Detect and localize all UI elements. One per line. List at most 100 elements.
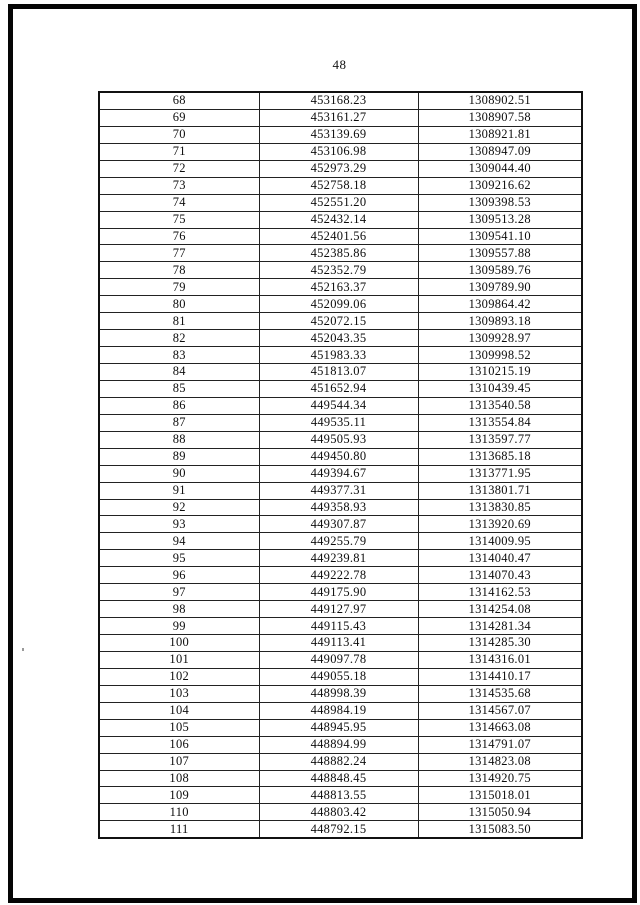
table-cell: 1309398.53	[417, 193, 583, 212]
table-row: 81 452072.15 1309893.18	[98, 312, 583, 331]
table-cell: 1313597.77	[417, 430, 583, 449]
table-cell: 452352.79	[258, 261, 419, 280]
table-cell: 448984.19	[258, 701, 419, 720]
table-cell: 68	[98, 91, 260, 110]
table-cell: 1309998.52	[417, 346, 583, 364]
table-cell: 70	[98, 125, 260, 144]
table-row: 102 449055.18 1314410.17	[98, 667, 583, 686]
table-cell: 449358.93	[258, 498, 419, 517]
table-cell: 94	[98, 532, 260, 551]
table-row: 87 449535.11 1313554.84	[98, 413, 583, 432]
table-cell: 95	[98, 549, 260, 568]
table-row: 77 452385.86 1309557.88	[98, 244, 583, 263]
table-cell: 1313685.18	[417, 447, 583, 466]
table-cell: 1309864.42	[417, 295, 583, 314]
table-cell: 79	[98, 278, 260, 297]
table-cell: 82	[98, 329, 260, 348]
table-cell: 91	[98, 481, 260, 500]
table-cell: 101	[98, 650, 260, 669]
table-cell: 90	[98, 464, 260, 483]
table-row: 69 453161.27 1308907.58	[98, 108, 583, 127]
table-row: 82 452043.35 1309928.97	[98, 329, 583, 348]
table-cell: 1308921.81	[417, 125, 583, 144]
table-cell: 1315018.01	[417, 786, 583, 805]
table-row: 83 451983.33 1309998.52	[98, 346, 583, 364]
table-cell: 452043.35	[258, 329, 419, 348]
table-cell: 453168.23	[258, 91, 419, 110]
page-number: 48	[332, 57, 347, 72]
table-row: 73 452758.18 1309216.62	[98, 176, 583, 195]
table-cell: 449222.78	[258, 566, 419, 585]
table-cell: 1313771.95	[417, 464, 583, 483]
table-row: 75 452432.14 1309513.28	[98, 210, 583, 229]
coordinates-table: 68 453168.23 1308902.51 69 453161.27 1308907.…	[98, 91, 583, 840]
table-cell: 85	[98, 379, 260, 398]
table-cell: 88	[98, 430, 260, 449]
table-cell: 98	[98, 600, 260, 619]
table-cell: 69	[98, 108, 260, 127]
table-cell: 1313540.58	[417, 396, 583, 415]
table-cell: 1313920.69	[417, 515, 583, 534]
table-cell: 1314823.08	[417, 752, 583, 771]
table-cell: 108	[98, 769, 260, 788]
table-cell: 448945.95	[258, 718, 419, 737]
table-cell: 105	[98, 718, 260, 737]
table-row: 106 448894.99 1314791.07	[98, 735, 583, 754]
table-row: 108 448848.45 1314920.75	[98, 769, 583, 788]
table-cell: 452551.20	[258, 193, 419, 212]
table-row: 93 449307.87 1313920.69	[98, 515, 583, 534]
table-cell: 103	[98, 684, 260, 703]
table-cell: 449535.11	[258, 413, 419, 432]
table-cell: 1309044.40	[417, 159, 583, 178]
table-cell: 1309216.62	[417, 176, 583, 195]
table-cell: 451652.94	[258, 379, 419, 398]
table-row: 90 449394.67 1313771.95	[98, 464, 583, 483]
table-cell: 1314070.43	[417, 566, 583, 585]
table-row: 110 448803.42 1315050.94	[98, 803, 583, 822]
table-cell: 71	[98, 142, 260, 161]
table-cell: 104	[98, 701, 260, 720]
table-row: 84 451813.07 1310215.19	[98, 363, 583, 381]
table-cell: 1309589.76	[417, 261, 583, 280]
table-cell: 100	[98, 634, 260, 652]
table-row: 105 448945.95 1314663.08	[98, 718, 583, 737]
table-row: 80 452099.06 1309864.42	[98, 295, 583, 314]
table-cell: 453139.69	[258, 125, 419, 144]
table-cell: 1313554.84	[417, 413, 583, 432]
table-row: 86 449544.34 1313540.58	[98, 396, 583, 415]
table-cell: 84	[98, 363, 260, 381]
table-cell: 449377.31	[258, 481, 419, 500]
table-cell: 1309557.88	[417, 244, 583, 263]
table-cell: 452385.86	[258, 244, 419, 263]
table-row: 71 453106.98 1308947.09	[98, 142, 583, 161]
table-cell: 1310439.45	[417, 379, 583, 398]
table-cell: 1314009.95	[417, 532, 583, 551]
table-cell: 448998.39	[258, 684, 419, 703]
table-cell: 76	[98, 227, 260, 246]
table-cell: 451983.33	[258, 346, 419, 364]
table-cell: 449055.18	[258, 667, 419, 686]
table-cell: 453106.98	[258, 142, 419, 161]
table-cell: 1314567.07	[417, 701, 583, 720]
table-cell: 452432.14	[258, 210, 419, 229]
table-cell: 1314920.75	[417, 769, 583, 788]
table-cell: 1314162.53	[417, 583, 583, 602]
table-row: 68 453168.23 1308902.51	[98, 91, 583, 110]
table-cell: 449113.41	[258, 634, 419, 652]
table-cell: 448882.24	[258, 752, 419, 771]
table-cell: 452163.37	[258, 278, 419, 297]
table-cell: 1315050.94	[417, 803, 583, 822]
table-cell: 1310215.19	[417, 363, 583, 381]
table-row: 107 448882.24 1314823.08	[98, 752, 583, 771]
table-row: 85 451652.94 1310439.45	[98, 379, 583, 398]
table-cell: 96	[98, 566, 260, 585]
table-cell: 448813.55	[258, 786, 419, 805]
table-row: 89 449450.80 1313685.18	[98, 447, 583, 466]
table-cell: 448894.99	[258, 735, 419, 754]
table-row: 103 448998.39 1314535.68	[98, 684, 583, 703]
table-cell: 1309541.10	[417, 227, 583, 246]
table-row: 96 449222.78 1314070.43	[98, 566, 583, 585]
table-cell: 449544.34	[258, 396, 419, 415]
table-row: 72 452973.29 1309044.40	[98, 159, 583, 178]
